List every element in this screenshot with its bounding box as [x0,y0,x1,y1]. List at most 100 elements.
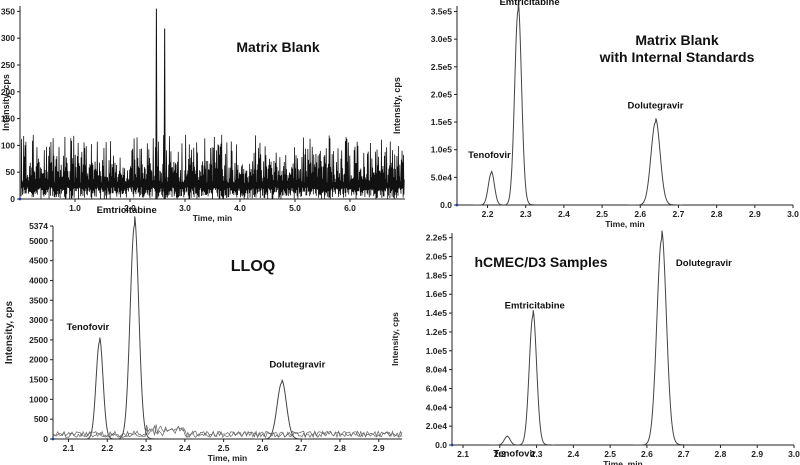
y-tick-label: 1.0e5 [426,346,448,356]
chart-title: hCMEC/D3 Samples [474,254,607,270]
peak-annotation: Dolutegravir [269,360,325,371]
peak-annotation: Emtricitabine [97,205,157,216]
y-axis-label: Intensity, cps [1,74,11,131]
y-tick-label: 4000 [29,275,48,285]
x-tick-label: 2.3 [531,449,543,459]
spike-series-1 [155,8,166,199]
x-tick-label: 2.2 [101,443,113,453]
x-tick-label: 2.0 [124,203,136,213]
x-tick-label: 3.0 [788,449,800,459]
y-tick-label: 0.0 [435,440,447,450]
y-tick-label: 1.4e5 [426,308,448,318]
peak-annotation: Tenofovir [493,448,536,459]
peak-dolutegravir [253,378,310,439]
x-tick-label: 3.0 [179,203,191,213]
x-tick-label: 2.7 [295,443,307,453]
chart-title: with Internal Standards [599,49,755,65]
y-tick-label: 2.5e5 [431,62,453,72]
x-tick-label: 2.7 [678,449,690,459]
y-axis-label: Intensity, cps [390,312,400,366]
y-axis-label: Intensity, cps [392,77,402,134]
x-axis-label: Time, min [208,453,248,463]
y-tick-label: 2.0e5 [426,252,448,262]
y-tick-label: 200 [1,87,15,97]
x-tick-label: 2.3 [140,443,152,453]
chart-panel-3: 0 500 1000 1500 2000 2500 3000 3500 4000 4500 5000… [4,205,403,463]
y-tick-label: 3500 [29,295,48,305]
y-tick-label: 250 [1,60,15,70]
peak-annotation: Emtricitabine [505,300,565,311]
x-tick-label: 4.0 [234,203,246,213]
x-tick-label: 2.9 [373,443,385,453]
y-tick-label: 2.0e4 [426,421,448,431]
x-tick-label: 2.4 [179,443,191,453]
y-tick-label: 1.8e5 [426,270,448,280]
baseline-trace-1 [53,424,403,439]
peak-dolutegravir [628,118,684,205]
x-tick-label: 2.5 [604,449,616,459]
x-tick-label: 2.6 [634,209,646,219]
baseline-trace-2 [53,424,403,439]
x-tick-label: 2.5 [218,443,230,453]
peak-dolutegravir [632,230,691,445]
y-tick-label: 3.0e5 [431,34,453,44]
peak-tenofovir [473,170,510,205]
x-axis-label: Time, min [193,213,233,223]
x-tick-label: 2.4 [567,449,579,459]
chart-title: Matrix Blank [635,32,718,48]
y-axis-label: Intensity, cps [4,300,15,364]
peak-tenofovir [78,337,121,439]
y-tick-label: 50 [6,167,16,177]
x-tick-label: 2.2 [494,449,506,459]
chart-panel-1: 0 50 100 150 200 250 300 350 1.0 2.0 3.0 4.0 5.0 6.0 T… [1,6,405,223]
y-tick-label: 1.6e5 [426,289,448,299]
chart-panel-2: 0.0 5.0e4 1.0e5 1.5e5 2.0e5 2.5e5 3.0e5 3.5e5 2.… [392,0,799,229]
trace-group [20,8,405,199]
y-tick-label: 0.0 [440,200,452,210]
y-tick-label: 1.2e5 [426,327,448,337]
x-tick-label: 2.7 [673,209,685,219]
peak-annotation: Dolutegravir [676,258,732,269]
x-tick-label: 2.8 [334,443,346,453]
peak-annotation: Dolutegravir [628,100,684,111]
x-tick-label: 2.8 [715,449,727,459]
y-tick-label: 1.0e5 [431,145,453,155]
chart-title: Matrix Blank [236,39,319,55]
x-tick-label: 2.9 [749,209,761,219]
y-tick-label: 3000 [29,315,48,325]
x-tick-label: 2.2 [482,209,494,219]
y-tick-label: 0 [10,194,15,204]
x-tick-label: 3.0 [787,209,799,219]
y-tick-label: 150 [1,114,15,124]
peak-emtricitabine [497,1,539,205]
origin-marker [51,437,55,441]
y-tick-label: 8.0e4 [426,365,448,375]
origin-marker [450,443,454,447]
x-tick-label: 2.8 [711,209,723,219]
y-tick-label: 2000 [29,355,48,365]
y-tick-label: 0 [43,434,48,444]
x-tick-label: 2.6 [256,443,268,453]
x-axis-label: Time, min [605,219,645,229]
peak-annotation: Tenofovir [468,150,511,161]
peak-annotation: Tenofovir [67,322,110,333]
x-tick-label: 2.1 [457,449,469,459]
y-tick-label: 500 [34,414,48,424]
y-tick-label: 300 [1,33,15,43]
x-tick-label: 5.0 [289,203,301,213]
y-tick-label: 2.2e5 [426,233,448,243]
x-tick-label: 2.3 [520,209,532,219]
y-tick-label: 4500 [29,256,48,266]
peak-emtricitabine [108,216,161,439]
peak-annotation: Emtricitabine [499,0,559,8]
origin-marker [18,197,22,201]
peak-tenofovir [489,435,525,445]
trace-group [489,230,691,445]
chart-title: LLOQ [231,258,275,275]
origin-marker [455,203,459,207]
peak-emtricitabine [510,310,555,445]
x-tick-label: 2.1 [63,443,75,453]
y-tick-label: 1000 [29,394,48,404]
x-tick-label: 6.0 [344,203,356,213]
